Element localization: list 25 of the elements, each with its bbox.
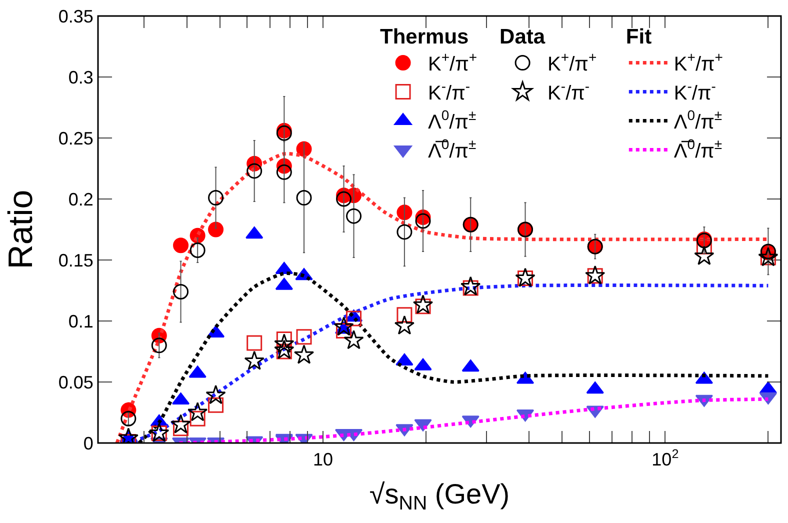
y-tick-label: 0.25 [58, 128, 94, 148]
legend-label: K$^{+}$/π$^{+}$ [674, 49, 723, 76]
legend-label: Λ$^{0}$/π$^{±}$ [428, 107, 477, 134]
x-tick-label: 10$^{2}$ [652, 447, 679, 470]
y-tick-label: 0 [83, 433, 94, 454]
legend-label: K$^{+}$/π$^{+}$ [548, 49, 597, 76]
legend-label: Λ̅$^{0}$/π$^{±}$ [674, 136, 722, 163]
y-tick-label: 0.15 [58, 250, 94, 270]
legend-label: K$^{-}$/π$^{-}$ [674, 78, 716, 105]
legend-label: Λ$^{0}$/π$^{±}$ [674, 107, 722, 134]
legend-label: K$^{-}$/π$^{-}$ [548, 78, 590, 105]
text: Data [500, 25, 546, 48]
text: Thermus [380, 25, 469, 48]
legend-label: Λ̅$^{0}$/π$^{±}$ [428, 136, 477, 163]
y-tick-label: 0.2 [68, 189, 94, 210]
x-tick-label: 10 [312, 450, 334, 470]
y-tick-label: 0.3 [68, 67, 94, 88]
legend-label: K$^{-}$/π$^{-}$ [428, 78, 470, 105]
text: Fit [626, 25, 652, 48]
legend-label: K$^{+}$/π$^{+}$ [428, 49, 478, 76]
y-tick-label: 0.35 [58, 6, 94, 26]
x-axis-title: √s$_{NN}$ (GeV) [369, 478, 510, 515]
y-tick-label: 0.05 [58, 372, 94, 392]
y-tick-label: 0.1 [68, 311, 94, 332]
y-axis-title: Ratio [2, 190, 40, 270]
